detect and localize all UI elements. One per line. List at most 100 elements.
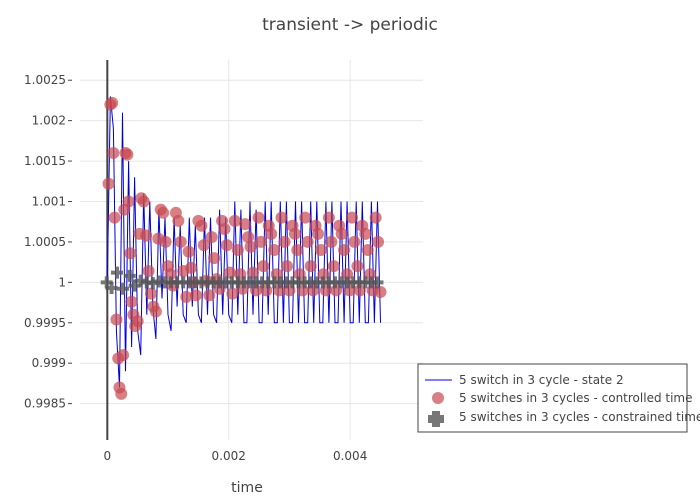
controlled-time-point [203,289,216,302]
controlled-time-point [159,235,172,248]
controlled-time-point [208,252,221,265]
controlled-time-point [228,214,241,227]
controlled-time-point [239,218,252,231]
legend-item-3: 5 switches in 3 cycles - constrained tim… [459,410,700,424]
constrained-time-point [365,276,378,289]
constrained-time-point [353,276,366,289]
controlled-time-point [115,387,128,400]
controlled-time-point [180,290,193,303]
constrained-time-point [207,276,220,289]
controlled-time-point [369,211,382,224]
constrained-time-point [328,276,341,289]
constrained-time-point [128,279,141,292]
controlled-time-point [172,214,185,227]
y-tick-label: 1.0005 [24,235,66,249]
x-axis-ticks: 0 0.002 0.004 [103,449,367,463]
controlled-time-point [189,289,202,302]
controlled-time-point [231,244,244,256]
controlled-time-point [351,260,364,273]
legend-circle-swatch [432,392,444,404]
y-tick-label: 0.999 [32,356,66,370]
controlled-time-point [142,265,155,278]
constrained-time-point [256,276,269,289]
constrained-time-point [347,276,360,289]
controlled-time-point [106,96,119,109]
controlled-time-point [102,177,115,190]
constrained-time-point [292,276,305,289]
controlled-time-point [301,235,314,248]
constrained-time-point [195,276,208,289]
constrained-time-point [201,276,214,289]
constrained-time-point [231,276,244,289]
controlled-time-point [157,206,170,219]
controlled-time-point [145,287,158,300]
constrained-time-point [123,269,136,282]
constrained-time-point [165,276,178,289]
constrained-time-point [268,276,281,289]
controlled-time-point [345,211,358,224]
controlled-time-point [122,195,135,208]
controlled-time-point [265,227,278,240]
controlled-time-point [174,235,187,248]
y-tick-label: 1 [58,275,66,289]
legend: 5 switch in 3 cycle - state 2 5 switches… [417,363,700,433]
controlled-time-point [359,227,372,240]
constrained-time-point [298,276,311,289]
controlled-time-point [197,239,210,252]
controlled-time-point [325,235,338,248]
controlled-time-point [131,315,144,328]
y-tick-label: 1.002 [32,114,66,128]
controlled-time-point [327,260,340,273]
constrained-time-point [117,282,130,295]
controlled-time-point [223,266,236,279]
constrained-time-point [262,276,275,289]
y-tick-label: 1.0025 [24,73,66,87]
controlled-time-point [205,231,218,244]
constrained-time-point [310,276,323,289]
legend-cross-swatch [428,411,444,427]
constrained-time-point [134,274,147,287]
controlled-time-point [335,227,348,240]
constrained-time-point [140,276,153,289]
controlled-time-point [164,268,177,281]
controlled-time-point [311,227,324,240]
controlled-time-point [121,148,134,161]
controlled-time-point [317,268,330,281]
constrained-time-point [304,276,317,289]
controlled-time-point [348,235,361,248]
constrained-time-point [274,276,287,289]
legend-item-1: 5 switch in 3 cycle - state 2 [459,373,624,387]
controlled-time-point [281,260,294,273]
constrained-time-point [105,282,118,294]
plot-area [100,96,387,400]
controlled-time-point [149,305,162,318]
controlled-time-point [275,211,288,224]
controlled-time-point [218,222,231,235]
controlled-time-point [244,240,257,253]
controlled-time-point [247,266,260,279]
constrained-time-point [213,276,226,289]
constrained-time-point [225,276,238,289]
constrained-time-point [189,276,202,289]
constrained-time-point [316,276,329,289]
constrained-time-point [183,276,196,289]
constrained-time-point [286,276,299,289]
controlled-time-point [195,219,208,232]
constrained-time-point [171,276,184,289]
controlled-time-point [137,195,150,208]
controlled-time-point [374,286,387,299]
controlled-time-point [107,146,120,159]
controlled-time-point [220,239,233,252]
x-tick-label: 0.004 [333,449,367,463]
controlled-time-point [372,235,385,248]
controlled-time-point [125,295,138,308]
controlled-time-point [341,268,354,281]
controlled-time-point [252,211,265,224]
controlled-time-point [315,244,328,256]
controlled-time-point [117,349,130,362]
legend-box [417,363,688,433]
y-axis-ticks: 0.9985 0.999 0.9995 1 1.0005 1.001 1.0015 1.002… [24,73,72,411]
controlled-time-point [299,211,312,224]
controlled-time-point [338,244,351,256]
